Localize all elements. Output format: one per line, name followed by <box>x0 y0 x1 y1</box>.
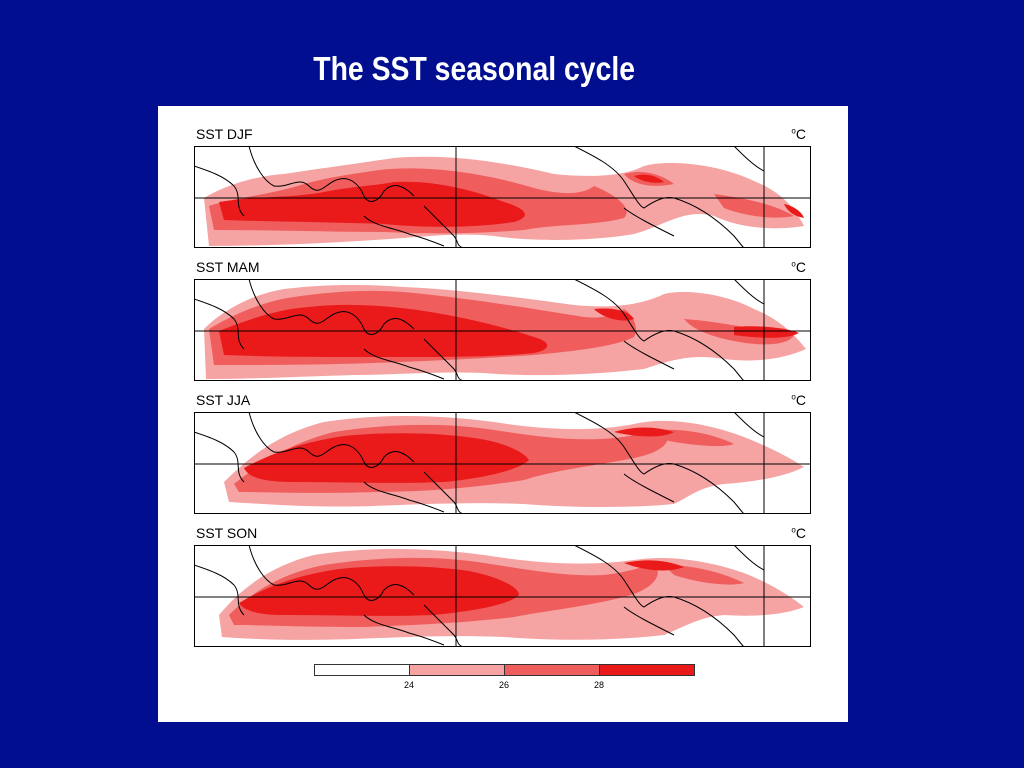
colorbar-tick-label: 26 <box>498 680 510 690</box>
sst-region-gt-28 <box>219 174 804 227</box>
colorbar-bin-lt-24 <box>314 664 410 676</box>
sst-map-son <box>194 545 811 647</box>
units-label: oC <box>791 525 806 541</box>
panel-title: SST DJF <box>196 126 253 142</box>
panel-jja: SST JJA oC <box>194 392 814 524</box>
sst-region-gt-28 <box>244 427 674 483</box>
sst-map-jja <box>194 412 811 514</box>
colorbar-bin-gt-28 <box>599 664 695 676</box>
units-label: oC <box>791 259 806 275</box>
colorbar-tick-label: 28 <box>593 680 605 690</box>
panel-djf: SST DJF oC <box>194 126 814 258</box>
units-label: oC <box>791 126 806 142</box>
colorbar-bin-26-28 <box>504 664 600 676</box>
colorbar-tick-label: 24 <box>403 680 415 690</box>
panel-title: SST JJA <box>196 392 251 408</box>
coastline <box>194 545 765 647</box>
panel-title: SST MAM <box>196 259 260 275</box>
coastline <box>194 146 765 248</box>
units-label: oC <box>791 392 806 408</box>
panel-mam: SST MAM oC <box>194 259 814 391</box>
panel-title: SST SON <box>196 525 258 541</box>
panel-son: SST SON oC <box>194 525 814 657</box>
sst-region-gt-28 <box>239 560 684 616</box>
coastline <box>194 412 765 514</box>
colorbar-bin-24-26 <box>409 664 505 676</box>
sst-figure: SST DJF oC SST MAM oC <box>158 106 848 722</box>
coastline <box>194 279 765 381</box>
colorbar: 24 26 28 <box>314 664 696 694</box>
sst-map-mam <box>194 279 811 381</box>
slide-title: The SST seasonal cycle <box>313 50 636 87</box>
sst-map-djf <box>194 146 811 248</box>
